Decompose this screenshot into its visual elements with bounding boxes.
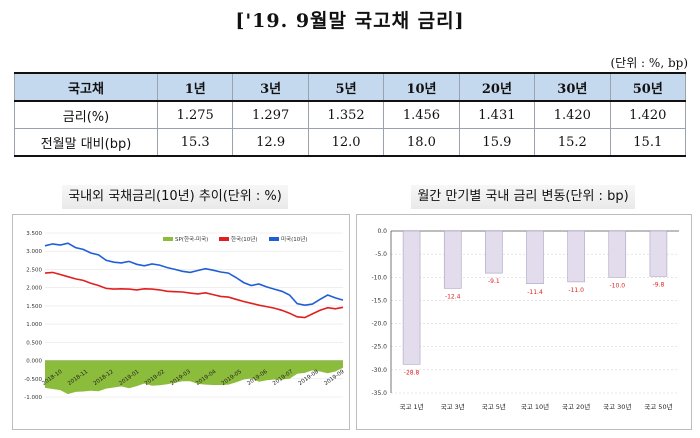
right-chart-title-text: 월간 만기별 국내 금리 변동(단위 : bp): [411, 185, 635, 209]
table-header-row: 국고채 1년 3년 5년 10년 20년 30년 50년: [14, 72, 687, 102]
y-tick-label: 1.500: [26, 304, 42, 310]
row-label: 전월말 대비(bp): [14, 128, 158, 157]
bar: [649, 230, 668, 277]
bar-data-label: -9.1: [488, 278, 500, 285]
table-cell: 1.456: [383, 100, 460, 129]
spread-area-series: [45, 360, 343, 395]
unit-note: (단위 : %, bp): [610, 56, 688, 70]
legend-label: 한국(10년): [231, 235, 257, 243]
bar: [567, 230, 585, 283]
korea-10y-line-series: [44, 271, 344, 319]
bar-data-label: -11.4: [527, 289, 543, 296]
legend-swatch: [219, 237, 229, 241]
y-tick-label: -15.0: [371, 297, 387, 304]
table-cell: 1.352: [307, 100, 385, 129]
rates-trend-chart: 3.500 3.000 2.500 2.000 1.500 1.000 0.500 0.000…: [24, 231, 346, 401]
y-tick-label: -20.0: [371, 321, 387, 328]
x-category-label: 국고 50년: [644, 402, 672, 411]
monthly-change-chart: 0.0 -5.0 -10.0 -15.0 -20.0 -25.0 -30.0 -35.0 -28…: [371, 228, 679, 411]
y-tick-label: 0.000: [26, 359, 42, 365]
table-cell: 1.431: [458, 100, 536, 129]
bar-data-label: -11.0: [568, 287, 584, 294]
table-row: 전월말 대비(bp) 15.3 12.9 12.0 18.0 15.9 15.2…: [14, 128, 687, 157]
right-chart-panel: 0.0 -5.0 -10.0 -15.0 -20.0 -25.0 -30.0 -35.0 -28…: [356, 214, 692, 430]
y-tick-label: -30.0: [371, 367, 387, 374]
x-category-label: 국고 20년: [562, 402, 590, 411]
table-cell: 15.1: [609, 128, 687, 157]
bar: [608, 230, 627, 278]
table-cell: 1.297: [232, 100, 309, 129]
y-tick-label: -1.000: [24, 395, 42, 401]
x-category-label: 국고 3년: [441, 402, 465, 411]
y-tick-label: -5.0: [375, 251, 387, 258]
table-header-cell: 1년: [156, 72, 234, 102]
y-tick-label: 3.500: [26, 231, 42, 237]
table-header-cell: 30년: [534, 72, 611, 102]
left-chart-title: 국내외 국채금리(10년) 추이(단위 : %): [12, 185, 338, 209]
table-header-cell: 10년: [383, 72, 460, 102]
table-cell: 12.9: [232, 128, 309, 157]
y-tick-label: 0.500: [26, 340, 42, 346]
table-cell: 15.2: [534, 128, 611, 157]
x-category-label: 국고 5년: [482, 402, 506, 411]
y-tick-label: 2.000: [26, 286, 42, 292]
bar-data-label: -12.4: [445, 293, 461, 300]
legend-swatch: [163, 237, 173, 241]
table-cell: 18.0: [383, 128, 460, 157]
table-cell: 12.0: [307, 128, 385, 157]
y-tick-label: 0.0: [377, 228, 387, 235]
right-chart-title: 월간 만기별 국내 금리 변동(단위 : bp): [356, 185, 690, 209]
bar: [526, 230, 544, 285]
bar: [485, 230, 503, 274]
legend-swatch: [269, 237, 279, 241]
x-category-label: 국고 30년: [603, 402, 631, 411]
table-cell: 1.275: [156, 100, 234, 129]
table-header-cell: 3년: [232, 72, 309, 102]
usa-10y-line-series: [44, 242, 344, 307]
table-header-cell: 5년: [307, 72, 385, 102]
legend-label: SP(한국-미국): [175, 235, 208, 243]
y-tick-label: 2.500: [26, 267, 42, 273]
table-cell: 15.3: [156, 128, 234, 157]
table-cell: 1.420: [609, 100, 687, 129]
row-label: 금리(%): [14, 100, 158, 129]
y-tick-label: -35.0: [371, 390, 387, 397]
bar-data-label: -10.0: [610, 282, 626, 289]
table-header-cell: 50년: [609, 72, 687, 102]
bar: [402, 230, 421, 365]
legend-label: 미국(10년): [281, 235, 307, 243]
rates-table: 국고채 1년 3년 5년 10년 20년 30년 50년 금리(%) 1.275…: [14, 72, 687, 157]
table-header-cell: 국고채: [14, 72, 158, 102]
table-header-cell: 20년: [458, 72, 536, 102]
y-tick-label: -25.0: [371, 344, 387, 351]
page-title: ['19. 9월말 국고채 금리]: [235, 10, 465, 32]
table-cell: 1.420: [534, 100, 611, 129]
y-tick-label: 3.000: [26, 249, 42, 255]
bar-data-label: -28.8: [404, 369, 420, 376]
y-tick-label: 1.000: [26, 322, 42, 328]
table-cell: 15.9: [458, 128, 536, 157]
bar-data-label: -9.8: [653, 281, 665, 288]
left-chart-panel: 3.500 3.000 2.500 2.000 1.500 1.000 0.500 0.000…: [12, 214, 350, 430]
y-tick-label: -10.0: [371, 274, 387, 281]
y-tick-label: -0.500: [24, 377, 42, 383]
bar: [443, 230, 462, 289]
left-chart-title-text: 국내외 국채금리(10년) 추이(단위 : %): [62, 185, 288, 209]
x-category-label: 국고 1년: [399, 402, 423, 411]
x-category-label: 국고 10년: [521, 402, 549, 411]
table-row: 금리(%) 1.275 1.297 1.352 1.456 1.431 1.42…: [14, 100, 687, 129]
